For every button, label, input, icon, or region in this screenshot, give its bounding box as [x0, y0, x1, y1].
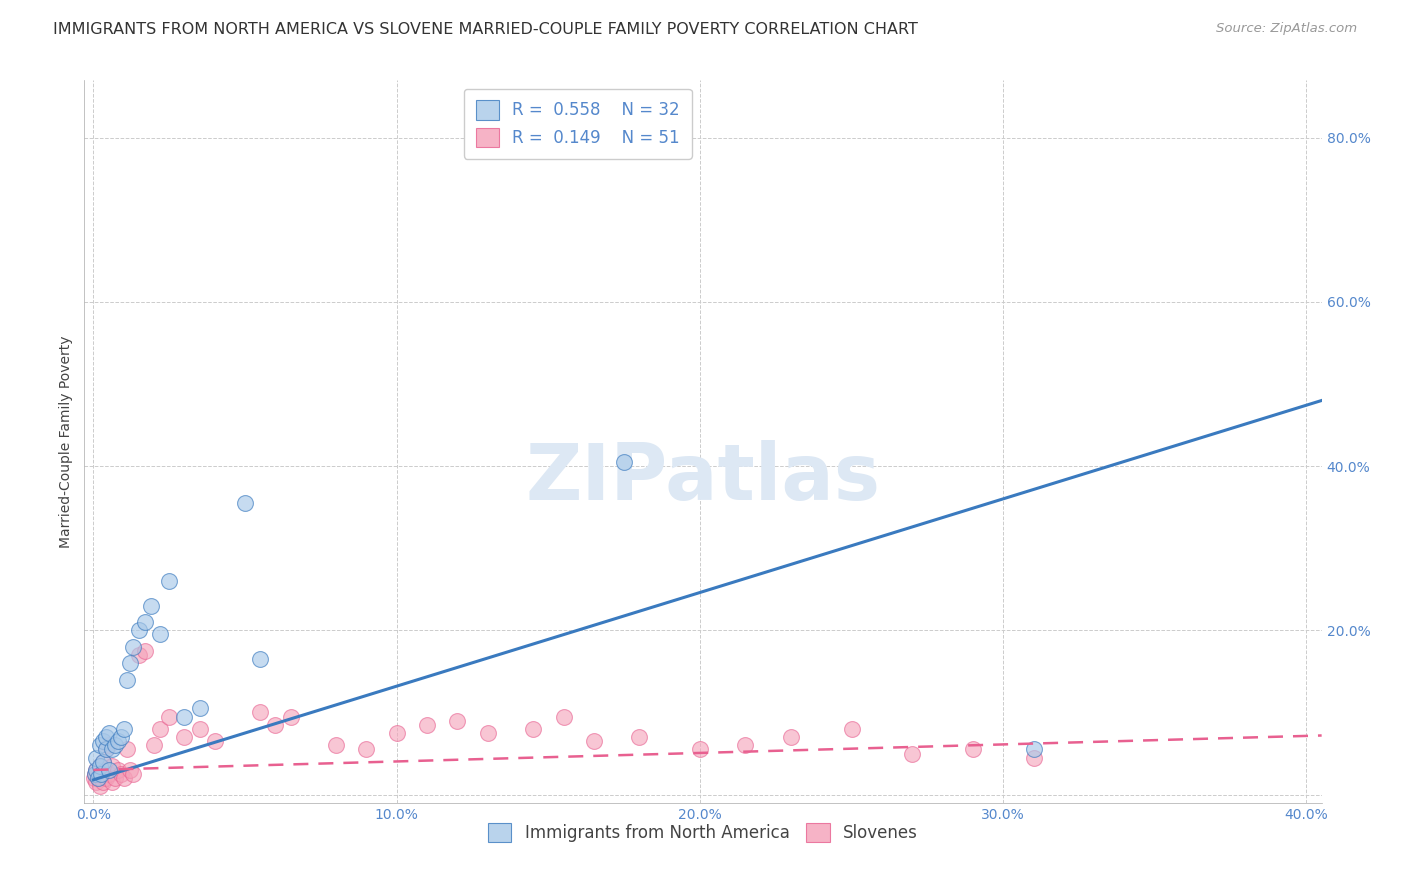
Point — [157, 709, 180, 723]
Point — [264, 718, 287, 732]
Point — [118, 763, 141, 777]
Point — [115, 742, 138, 756]
Point — [94, 742, 117, 756]
Point — [1022, 742, 1045, 756]
Point — [122, 640, 145, 654]
Text: Source: ZipAtlas.com: Source: ZipAtlas.com — [1216, 22, 1357, 36]
Point — [477, 726, 499, 740]
Point — [90, 767, 112, 781]
Point — [134, 644, 156, 658]
Point — [104, 771, 127, 785]
Point — [86, 750, 108, 764]
Point — [107, 763, 129, 777]
Point — [204, 734, 226, 748]
Point — [325, 739, 347, 753]
Point — [780, 730, 803, 744]
Point — [97, 739, 120, 753]
Point — [628, 730, 651, 744]
Point — [149, 627, 172, 641]
Legend: Immigrants from North America, Slovenes: Immigrants from North America, Slovenes — [481, 816, 925, 848]
Point — [110, 730, 132, 744]
Point — [112, 722, 135, 736]
Point — [89, 739, 111, 753]
Point — [104, 739, 127, 753]
Point — [87, 771, 110, 785]
Point — [100, 759, 122, 773]
Point — [188, 722, 211, 736]
Point — [84, 767, 107, 781]
Point — [233, 496, 256, 510]
Point — [385, 726, 408, 740]
Point — [91, 755, 114, 769]
Point — [94, 730, 117, 744]
Point — [582, 734, 605, 748]
Point — [249, 706, 271, 720]
Point — [94, 742, 117, 756]
Point — [734, 739, 756, 753]
Text: ZIPatlas: ZIPatlas — [526, 440, 880, 516]
Point — [173, 709, 195, 723]
Point — [139, 599, 162, 613]
Point — [128, 648, 150, 662]
Point — [188, 701, 211, 715]
Point — [100, 775, 122, 789]
Point — [90, 767, 112, 781]
Point — [87, 771, 110, 785]
Point — [416, 718, 439, 732]
Point — [97, 726, 120, 740]
Point — [97, 763, 120, 777]
Point — [553, 709, 575, 723]
Point — [122, 767, 145, 781]
Point — [149, 722, 172, 736]
Point — [110, 767, 132, 781]
Point — [86, 763, 108, 777]
Point — [118, 657, 141, 671]
Point — [157, 574, 180, 588]
Point — [89, 759, 111, 773]
Text: IMMIGRANTS FROM NORTH AMERICA VS SLOVENE MARRIED-COUPLE FAMILY POVERTY CORRELATI: IMMIGRANTS FROM NORTH AMERICA VS SLOVENE… — [53, 22, 918, 37]
Point — [91, 734, 114, 748]
Point — [86, 775, 108, 789]
Point — [522, 722, 544, 736]
Point — [356, 742, 378, 756]
Point — [112, 771, 135, 785]
Point — [89, 780, 111, 794]
Point — [83, 771, 105, 785]
Point — [97, 767, 120, 781]
Point — [91, 755, 114, 769]
Point — [962, 742, 984, 756]
Point — [128, 624, 150, 638]
Point — [173, 730, 195, 744]
Point — [94, 771, 117, 785]
Point — [91, 775, 114, 789]
Point — [689, 742, 711, 756]
Point — [100, 742, 122, 756]
Point — [89, 759, 111, 773]
Point — [143, 739, 166, 753]
Y-axis label: Married-Couple Family Poverty: Married-Couple Family Poverty — [59, 335, 73, 548]
Point — [280, 709, 302, 723]
Point — [86, 763, 108, 777]
Point — [134, 615, 156, 630]
Point — [446, 714, 468, 728]
Point — [901, 747, 924, 761]
Point — [84, 767, 107, 781]
Point — [115, 673, 138, 687]
Point — [107, 734, 129, 748]
Point — [613, 455, 636, 469]
Point — [1022, 750, 1045, 764]
Point — [249, 652, 271, 666]
Point — [841, 722, 863, 736]
